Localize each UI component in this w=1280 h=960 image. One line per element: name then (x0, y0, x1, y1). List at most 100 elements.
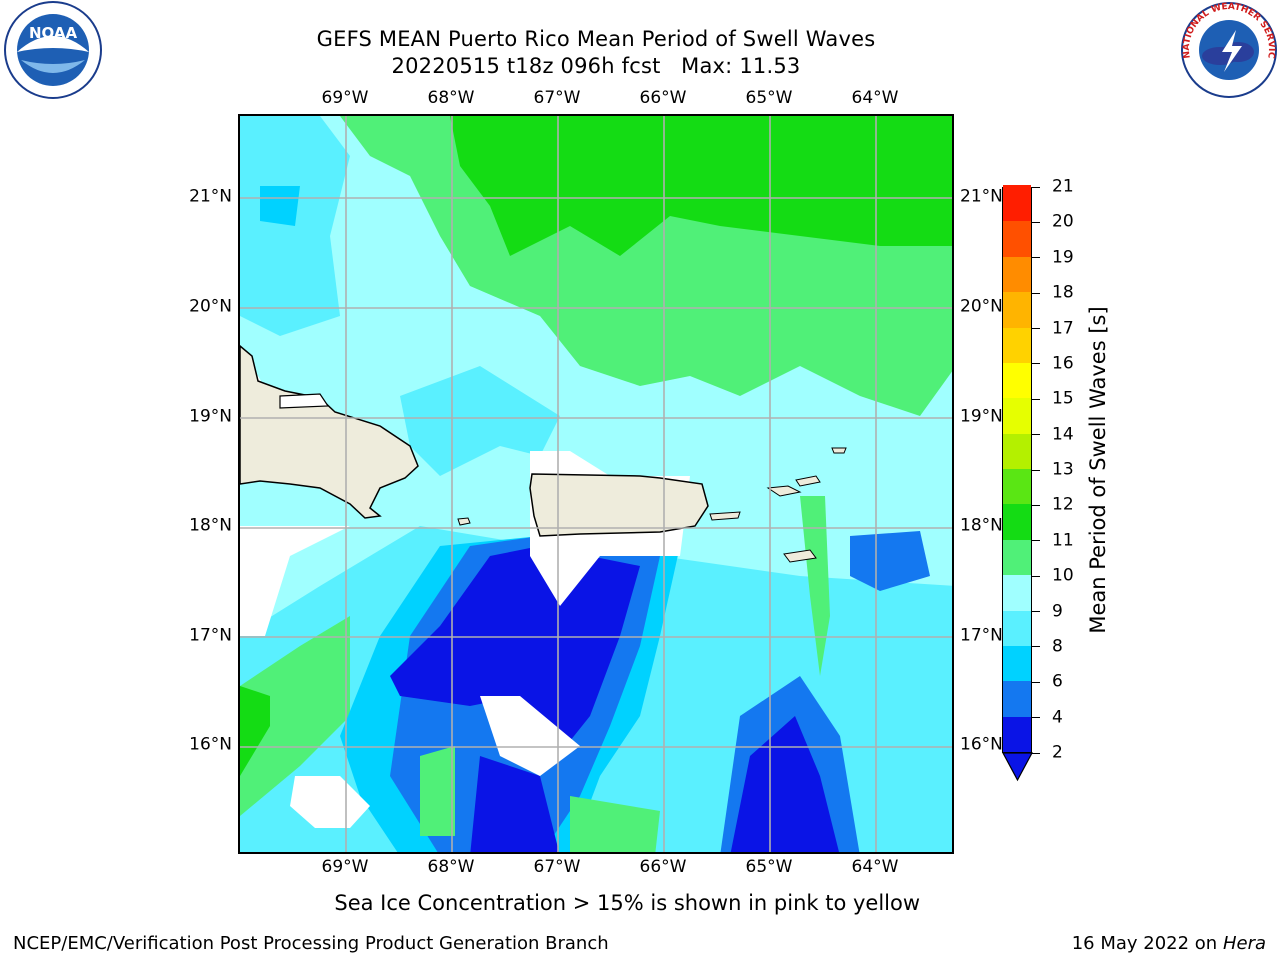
colorbar-tick-label: 8 (1052, 636, 1063, 657)
date-text: 16 May 2022 on (1071, 933, 1218, 954)
lat-label-right-20n: 20°N (960, 296, 1003, 317)
lon-label-bottom-66w: 66°W (639, 857, 687, 877)
lon-label-top-66w: 66°W (639, 88, 687, 108)
swell-period-map (240, 116, 952, 852)
colorbar-tick-mark (1032, 717, 1040, 719)
noaa-logo: NOAA (4, 1, 102, 99)
colorbar-tick-mark (1032, 363, 1040, 365)
no-data-southwest (240, 526, 350, 636)
lat-label-left-20n: 20°N (189, 296, 232, 317)
colorbar-segment (1003, 433, 1031, 469)
title-line-1: GEFS MEAN Puerto Rico Mean Period of Swe… (316, 27, 876, 51)
lat-label-left-17n: 17°N (189, 625, 232, 646)
field-4-6s-east (850, 531, 930, 591)
date-stamp: 16 May 2022 on Hera (1072, 933, 1266, 954)
field-10-11s-southwest (240, 686, 270, 776)
lat-label-right-19n: 19°N (960, 406, 1003, 427)
colorbar-tick-label: 10 (1052, 565, 1074, 586)
map-panel (238, 114, 954, 854)
colorbar-tick-mark (1032, 575, 1040, 577)
colorbar-segment (1003, 397, 1031, 434)
title-line-2: 20220515 t18z 096h fcst Max: 11.53 (391, 54, 801, 78)
lon-label-top-68w: 68°W (427, 88, 475, 108)
colorbar-tick-mark (1032, 646, 1040, 648)
colorbar-tick-label: 12 (1052, 494, 1074, 515)
field-7-8s-central (400, 366, 560, 476)
lon-label-top-69w: 69°W (321, 88, 369, 108)
colorbar-tick-label: 16 (1052, 353, 1074, 374)
graticule (240, 116, 952, 852)
vieques-island (709, 511, 741, 521)
sea-ice-note: Sea Ice Concentration > 15% is shown in … (334, 891, 921, 915)
field-2-4s-south2 (470, 756, 559, 852)
colorbar-segment (1003, 362, 1031, 399)
colorbar-segment (1003, 539, 1031, 576)
colorbar-tick-mark (1032, 398, 1040, 400)
credits: NCEP/EMC/Verification Post Processing Pr… (13, 933, 609, 954)
colorbar-tick-mark (1032, 434, 1040, 436)
host-name: Hera (1222, 933, 1266, 954)
no-data-south (480, 696, 580, 776)
colorbar-segment (1003, 291, 1031, 328)
virgin-islands (766, 485, 802, 497)
field-2-4s-south (390, 546, 640, 766)
field-10-11s (450, 116, 952, 256)
colorbar-segment (1003, 220, 1031, 257)
colorbar-tick-label: 14 (1052, 424, 1074, 445)
colorbar-tick-mark (1032, 504, 1040, 506)
colorbar-segment (1003, 680, 1031, 717)
colorbar-tick-mark (1032, 221, 1040, 223)
noaa-logo-text: NOAA (29, 24, 78, 42)
colorbar-tick-mark (1032, 186, 1040, 188)
colorbar-segment (1003, 645, 1031, 682)
colorbar-tick-mark (1032, 752, 1040, 754)
colorbar-tick-mark (1032, 292, 1040, 294)
colorbar-tick-label: 2 (1052, 742, 1063, 763)
colorbar-tick-label: 21 (1052, 176, 1074, 197)
colorbar-segment (1003, 609, 1031, 646)
virgin-islands-2 (795, 475, 821, 487)
lat-label-right-21n: 21°N (960, 186, 1003, 207)
colorbar-segment (1003, 503, 1031, 540)
colorbar-tick-label: 13 (1052, 459, 1074, 480)
colorbar-segment (1003, 468, 1031, 505)
colorbar-extend-arrow (1002, 752, 1034, 782)
lat-label-left-21n: 21°N (189, 186, 232, 207)
lon-label-top-64w: 64°W (851, 88, 899, 108)
colorbar-segment (1003, 716, 1031, 752)
field-9-10s-streak (800, 496, 830, 676)
colorbar-tick-mark (1032, 469, 1040, 471)
colorbar-tick-label: 18 (1052, 282, 1074, 303)
lon-label-top-65w: 65°W (745, 88, 793, 108)
colorbar-tick-mark (1032, 540, 1040, 542)
colorbar-segment (1003, 185, 1031, 222)
field-2-4s-southeast (730, 716, 839, 852)
colorbar-segment (1003, 574, 1031, 611)
lat-label-right-18n: 18°N (960, 515, 1003, 536)
st-croix (783, 549, 817, 563)
colorbar-tick-label: 17 (1052, 318, 1074, 338)
mona-island (457, 517, 471, 526)
puerto-rico-land (529, 473, 709, 537)
colorbar-tick-label: 6 (1052, 671, 1063, 692)
colorbar-title-text: Mean Period of Swell Waves [s] (1086, 306, 1110, 634)
colorbar (1002, 185, 1032, 753)
colorbar-tick-label: 15 (1052, 388, 1074, 409)
colorbar-segment (1003, 326, 1031, 363)
colorbar-tick-mark (1032, 681, 1040, 683)
lat-label-left-19n: 19°N (189, 406, 232, 427)
lon-label-bottom-68w: 68°W (427, 857, 475, 877)
lon-label-top-67w: 67°W (533, 88, 581, 108)
colorbar-segment (1003, 256, 1031, 293)
lon-label-bottom-64w: 64°W (851, 857, 899, 877)
field-6-7s-west (260, 186, 300, 226)
nws-logo: NATIONAL WEATHER SERVICE (1178, 0, 1277, 98)
lon-label-bottom-65w: 65°W (745, 857, 793, 877)
field-9-10s-south-patch (570, 796, 660, 852)
colorbar-tick-label: 11 (1052, 530, 1074, 551)
anegada (831, 447, 847, 454)
lat-label-right-17n: 17°N (960, 625, 1003, 646)
colorbar-tick-mark (1032, 257, 1040, 259)
lon-label-bottom-67w: 67°W (533, 857, 581, 877)
lat-label-left-16n: 16°N (189, 734, 232, 755)
